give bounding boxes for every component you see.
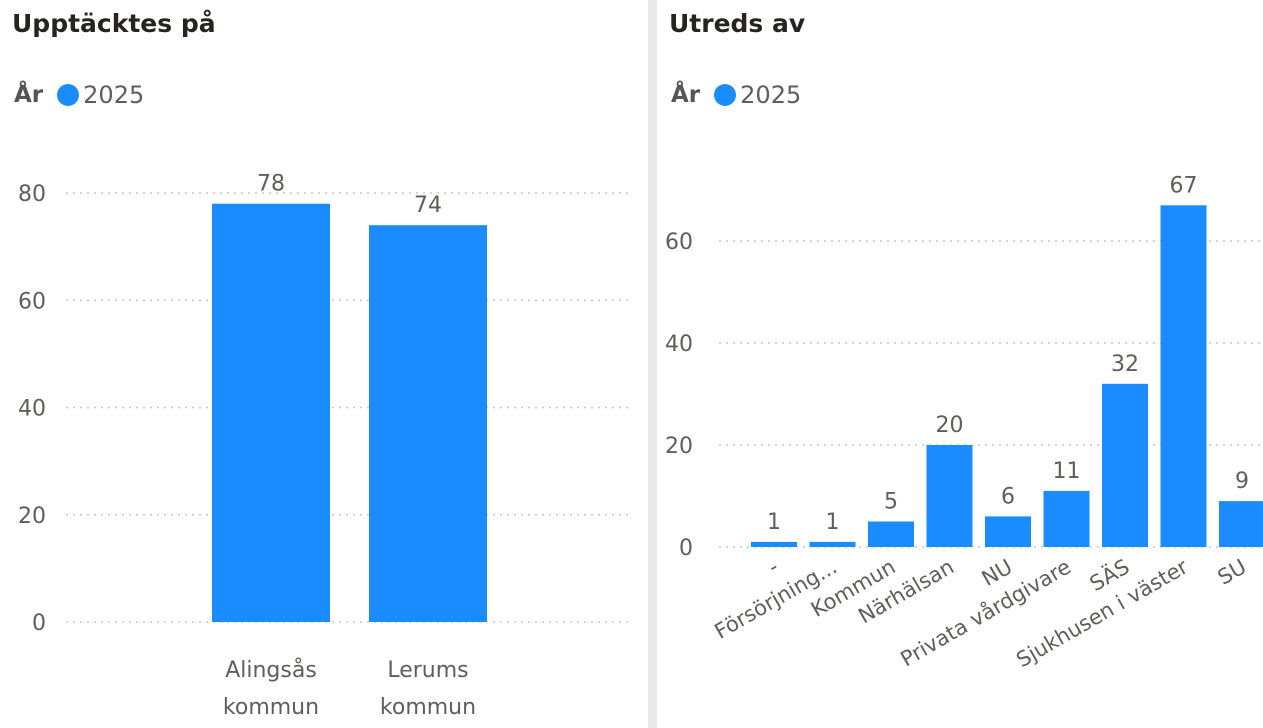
bar (1219, 501, 1263, 547)
y-tick-label: 80 (18, 182, 46, 207)
data-label: 9 (1235, 469, 1249, 494)
legend-item: 2025 (83, 81, 145, 109)
bar (868, 521, 914, 547)
y-tick-label: 0 (679, 536, 693, 561)
legend: År 2025 (671, 78, 801, 112)
bar (1043, 490, 1090, 547)
y-tick-label: 60 (18, 289, 46, 314)
bar-chart-upptacktes: 0 20 40 60 80 78 Alingsås kommun 74 Lerums kommun (18, 172, 632, 720)
chart-title: Upptäcktes på (12, 9, 216, 38)
legend-marker (714, 84, 737, 106)
y-tick-label: 20 (18, 504, 46, 529)
panel-divider (648, 0, 657, 728)
x-tick-label: kommun (223, 695, 319, 720)
data-label: 74 (414, 193, 442, 218)
legend: År 2025 (14, 78, 144, 112)
legend-marker (57, 84, 80, 106)
bar (1160, 205, 1207, 548)
y-tick-label: 40 (18, 397, 46, 422)
bar-chart-utreds: 02040601-1Försörjning...5Kommun20Närhäls… (665, 173, 1263, 672)
data-label: 20 (936, 413, 964, 438)
data-label: 6 (1001, 484, 1015, 509)
bar (751, 541, 797, 547)
bar (212, 203, 330, 622)
bar (985, 516, 1031, 547)
y-tick-label: 60 (665, 230, 693, 255)
data-label: 11 (1053, 459, 1081, 484)
bar (926, 445, 973, 547)
x-tick-label: Lerums (387, 658, 468, 683)
chart-panel-upptacktes: Upptäcktes på År 2025 0 20 40 60 80 78 Alingså… (12, 9, 632, 720)
y-tick-label: 0 (32, 611, 46, 636)
data-label: 78 (257, 172, 285, 197)
x-tick-label: kommun (380, 695, 476, 720)
chart-panel-utreds: Utreds av År 2025 0 20 40 60 1-1 Försörjning.… (657, 0, 1263, 728)
bar (1102, 383, 1148, 547)
data-label: 1 (767, 510, 781, 535)
legend-title: År (14, 82, 44, 108)
x-tick-label: - (764, 555, 783, 580)
data-label: 5 (884, 490, 898, 515)
x-tick-label: Alingsås (225, 657, 317, 683)
data-label: 32 (1111, 352, 1139, 377)
y-tick-label: 40 (665, 332, 693, 357)
x-tick-label: SU (1214, 555, 1251, 590)
legend-title: År (671, 82, 701, 108)
bar (809, 541, 856, 547)
data-label: 67 (1170, 173, 1198, 198)
bar (369, 225, 487, 623)
legend-item: 2025 (740, 81, 802, 109)
y-tick-label: 20 (665, 434, 693, 459)
chart-title: Utreds av (669, 9, 806, 38)
data-label: 1 (826, 510, 840, 535)
